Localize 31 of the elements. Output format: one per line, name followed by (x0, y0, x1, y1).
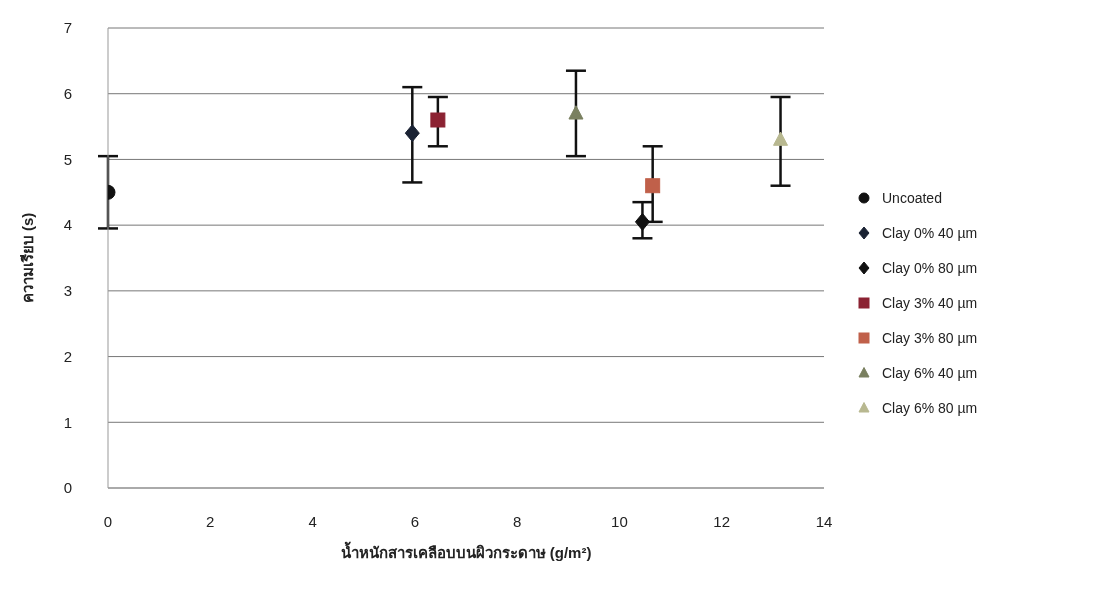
y-tick-label: 6 (63, 85, 72, 103)
x-tick-label: 8 (512, 512, 522, 530)
y-tick-label: 4 (63, 216, 72, 234)
point (568, 105, 584, 120)
point (645, 178, 661, 194)
legend-label: Clay 6% 40 µm (882, 365, 978, 381)
x-tick-label: 10 (611, 512, 628, 530)
point (634, 212, 650, 231)
point (773, 131, 789, 146)
legend-label: Clay 3% 40 µm (882, 295, 978, 311)
legend-label: Uncoated (882, 190, 942, 206)
legend-label: Clay 0% 80 µm (882, 260, 978, 276)
x-tick-label: 6 (410, 512, 420, 530)
legend-label: Clay 3% 80 µm (882, 330, 978, 346)
x-tick-label: 2 (206, 512, 215, 530)
legend-label: Clay 0% 40 µm (882, 225, 978, 241)
y-tick-label: 3 (63, 282, 72, 300)
y-axis-title: ความเรียบ (s) (19, 212, 37, 304)
y-tick-label: 7 (63, 19, 72, 37)
y-tick-label: 0 (63, 479, 72, 497)
x-axis-title: น้ำหนักสารเคลือบบนผิวกระดาษ (g/m²) (340, 541, 592, 561)
point (430, 112, 446, 128)
x-tick-label: 4 (308, 512, 317, 530)
y-tick-label: 1 (63, 413, 72, 431)
x-tick-label: 14 (815, 512, 833, 530)
x-tick-label: 0 (103, 512, 113, 530)
x-tick-label: 12 (713, 512, 731, 530)
y-tick-label: 5 (63, 150, 72, 168)
y-tick-label: 2 (63, 347, 72, 365)
point (404, 124, 420, 143)
legend-label: Clay 6% 80 µm (882, 400, 978, 416)
